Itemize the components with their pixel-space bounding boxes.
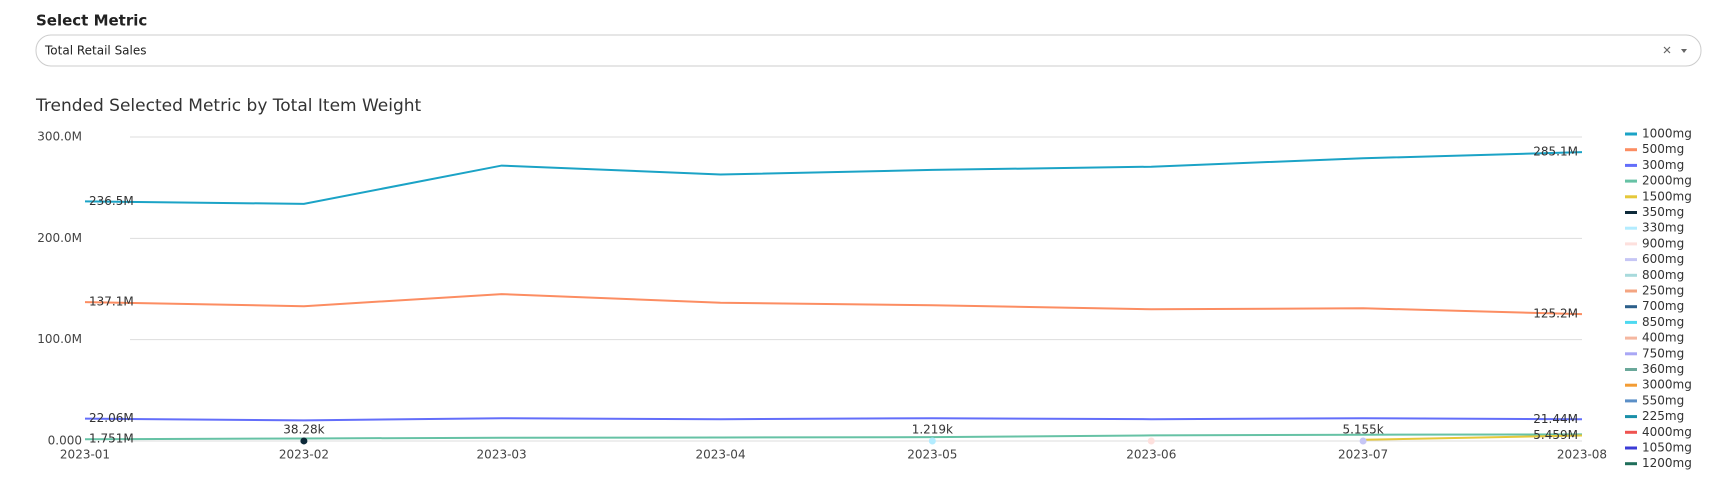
dropdown-box[interactable] (35, 34, 1702, 67)
value-label: 22.06M (89, 411, 134, 425)
legend-label[interactable]: 800mg (1642, 268, 1684, 282)
x-tick-label: 2023-07 (1338, 448, 1388, 462)
legend-label[interactable]: 550mg (1642, 393, 1684, 407)
legend-label[interactable]: 225mg (1642, 409, 1684, 423)
legend-label[interactable]: 1000mg (1642, 127, 1692, 141)
line-point (1147, 437, 1155, 445)
series-line (84, 151, 1583, 205)
legend-label[interactable]: 600mg (1642, 252, 1684, 266)
x-tick-label: 2023-02 (279, 448, 329, 462)
x-tick-label: 2023-03 (477, 448, 527, 462)
chart-title: Trended Selected Metric by Total Item We… (35, 96, 422, 116)
value-label: 285.1M (1533, 145, 1578, 159)
series-line (84, 433, 1583, 441)
legend-label[interactable]: 4000mg (1642, 425, 1692, 439)
value-label: 5.155k (1342, 422, 1383, 436)
legend-label[interactable]: 1050mg (1642, 441, 1692, 455)
x-tick-label: 2023-01 (60, 448, 110, 462)
legend-label[interactable]: 300mg (1642, 158, 1684, 172)
select-label: Select Metric (36, 12, 147, 30)
series-line (84, 293, 1583, 316)
caret-icon[interactable] (1681, 49, 1687, 53)
metric-dropdown[interactable]: Total Retail Sales (35, 34, 1702, 67)
line-point (928, 437, 936, 445)
legend-label[interactable]: 3000mg (1642, 378, 1692, 392)
line-point (1359, 437, 1367, 445)
legend-label[interactable]: 330mg (1642, 221, 1684, 235)
dropdown-value[interactable]: Total Retail Sales (44, 44, 147, 58)
legend-label[interactable]: 400mg (1642, 331, 1684, 345)
legend-label[interactable]: 1200mg (1642, 456, 1692, 470)
legend-label[interactable]: 1500mg (1642, 189, 1692, 203)
x-tick-label: 2023-05 (907, 448, 957, 462)
value-label: 236.5M (89, 194, 134, 208)
value-label: 125.2M (1533, 307, 1578, 321)
x-tick-label: 2023-08 (1557, 448, 1607, 462)
legend-label[interactable]: 750mg (1642, 346, 1684, 360)
legend-label[interactable]: 350mg (1642, 205, 1684, 219)
value-label: 1.751M (89, 432, 134, 446)
series-line (1363, 434, 1583, 441)
value-label: 137.1M (89, 295, 134, 309)
legend-label[interactable]: 900mg (1642, 236, 1684, 250)
value-label: 21.44M (1533, 412, 1578, 426)
y-tick-label: 200.0M (37, 231, 82, 245)
clear-icon[interactable] (1663, 46, 1671, 54)
value-label: 5.459M (1533, 428, 1578, 442)
series-line (84, 417, 1583, 422)
x-tick-label: 2023-04 (695, 448, 745, 462)
y-tick-label: 0.000 (48, 434, 82, 448)
legend-label[interactable]: 360mg (1642, 362, 1684, 376)
legend-label[interactable]: 250mg (1642, 284, 1684, 298)
value-label: 1.219k (912, 422, 953, 436)
legend-label[interactable]: 2000mg (1642, 174, 1692, 188)
y-tick-label: 100.0M (37, 332, 82, 346)
legend-label[interactable]: 500mg (1642, 142, 1684, 156)
legend-label[interactable]: 850mg (1642, 315, 1684, 329)
line-point (300, 437, 308, 445)
value-label: 38.28k (283, 422, 324, 436)
legend-label[interactable]: 700mg (1642, 299, 1684, 313)
x-tick-label: 2023-06 (1126, 448, 1176, 462)
y-tick-label: 300.0M (37, 130, 82, 144)
